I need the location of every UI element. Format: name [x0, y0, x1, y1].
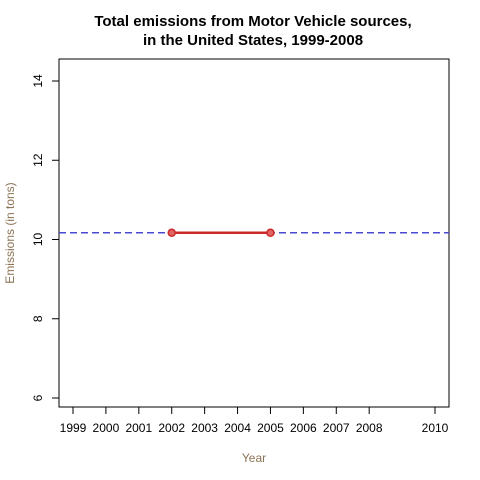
- y-axis-label: Emissions (in tons): [3, 182, 17, 283]
- data-point: [167, 228, 176, 238]
- x-tick-label: 2004: [224, 421, 251, 435]
- x-tick-label: 2003: [191, 421, 218, 435]
- x-tick-label: 2000: [93, 421, 120, 435]
- x-tick-label: 2010: [422, 421, 449, 435]
- y-axis: 6 8 10 12 14: [31, 74, 60, 401]
- x-axis: 1999 2000 2001 2002 2003 2004 2005 2006 2007 2008…: [60, 406, 449, 435]
- y-tick-label: 14: [31, 74, 45, 88]
- y-tick-label: 6: [31, 394, 45, 401]
- y-tick-label: 12: [31, 153, 45, 167]
- x-tick-label: 1999: [60, 421, 87, 435]
- x-tick-label: 2005: [257, 421, 284, 435]
- chart-title-line-1: Total emissions from Motor Vehicle sourc…: [94, 13, 411, 30]
- x-tick-label: 2001: [125, 421, 152, 435]
- chart-title-line-2: in the United States, 1999-2008: [143, 32, 363, 49]
- plot-marks: [59, 228, 449, 238]
- x-tick-label: 2008: [356, 421, 383, 435]
- x-axis-label: Year: [242, 451, 266, 465]
- y-tick-label: 10: [31, 233, 45, 247]
- data-point: [266, 228, 275, 238]
- y-tick-label: 8: [31, 315, 45, 322]
- x-tick-label: 2007: [323, 421, 350, 435]
- x-tick-label: 2002: [158, 421, 185, 435]
- x-tick-label: 2006: [290, 421, 317, 435]
